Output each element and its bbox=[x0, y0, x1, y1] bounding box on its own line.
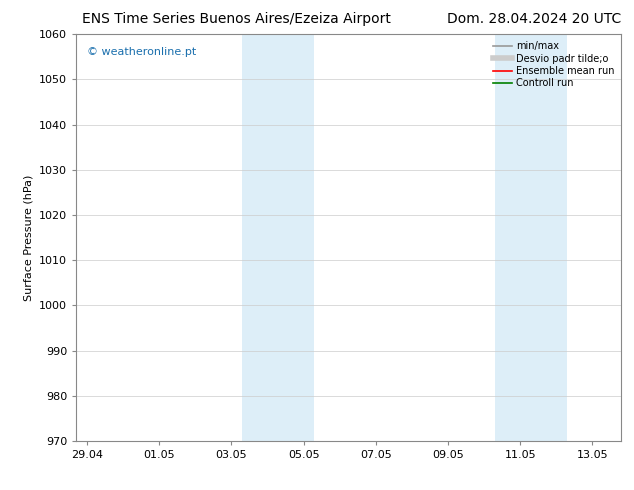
Text: Dom. 28.04.2024 20 UTC: Dom. 28.04.2024 20 UTC bbox=[447, 12, 621, 26]
Y-axis label: Surface Pressure (hPa): Surface Pressure (hPa) bbox=[23, 174, 34, 301]
Text: ENS Time Series Buenos Aires/Ezeiza Airport: ENS Time Series Buenos Aires/Ezeiza Airp… bbox=[82, 12, 391, 26]
Legend: min/max, Desvio padr tilde;o, Ensemble mean run, Controll run: min/max, Desvio padr tilde;o, Ensemble m… bbox=[489, 37, 618, 92]
Text: © weatheronline.pt: © weatheronline.pt bbox=[87, 47, 197, 56]
Bar bbox=[242, 34, 314, 441]
Bar bbox=[495, 34, 567, 441]
